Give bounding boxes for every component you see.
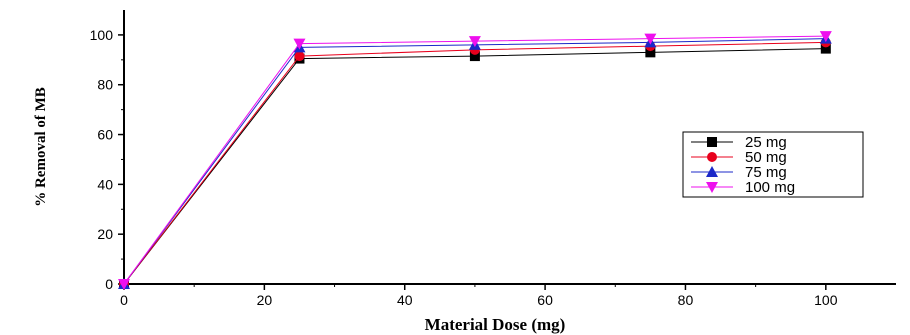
- data-point: [644, 33, 657, 45]
- legend-label: 50 mg: [745, 149, 787, 166]
- legend-label: 100 mg: [745, 179, 795, 196]
- data-point: [294, 51, 305, 62]
- x-tick-label: 60: [537, 292, 553, 308]
- y-tick-label: 100: [90, 27, 114, 43]
- data-point: [645, 47, 656, 58]
- legend-marker: [706, 166, 718, 177]
- series-layer: [118, 31, 832, 290]
- data-point: [820, 43, 831, 54]
- legend-marker: [706, 182, 718, 193]
- y-tick-label: 40: [97, 176, 113, 192]
- data-point: [469, 51, 480, 62]
- x-tick-label: 20: [257, 292, 273, 308]
- data-point: [468, 36, 481, 48]
- x-tick-label: 80: [678, 292, 694, 308]
- y-tick-label: 80: [97, 77, 113, 93]
- legend-marker: [707, 152, 717, 162]
- axes-layer: 0 20 40 60 80 100 0 20 40 60 80 100 Material Dose (m…: [33, 10, 896, 334]
- legend-label: 75 mg: [745, 164, 787, 181]
- legend-marker: [707, 137, 717, 147]
- data-point: [819, 31, 832, 43]
- legend-label: 25 mg: [745, 134, 787, 151]
- data-point: [118, 279, 130, 290]
- y-tick-label: 60: [97, 127, 113, 143]
- x-tick-label: 0: [120, 292, 128, 308]
- x-tick-label: 40: [397, 292, 413, 308]
- x-axis-title: Material Dose (mg): [425, 315, 566, 334]
- y-axis-title: % Removal of MB: [33, 87, 49, 207]
- y-tick-label: 20: [97, 226, 113, 242]
- x-tick-label: 100: [814, 292, 838, 308]
- y-tick-label: 0: [105, 276, 113, 292]
- data-point: [293, 38, 306, 50]
